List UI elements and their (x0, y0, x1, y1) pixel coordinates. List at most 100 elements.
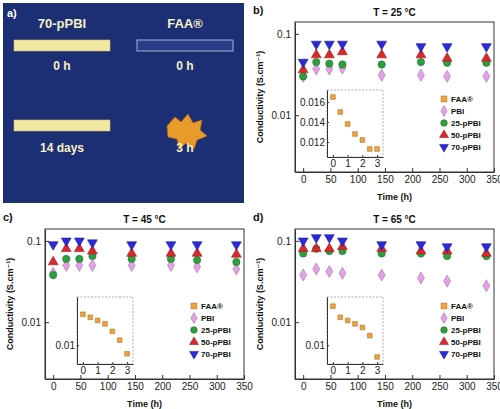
tick-label: 1 (95, 365, 101, 376)
legend-marker (441, 327, 448, 334)
data-point (375, 355, 380, 360)
data-point (74, 238, 84, 247)
tick-label: 0.012 (300, 137, 325, 148)
axis-line (327, 298, 328, 365)
axis-line (77, 298, 78, 365)
tick-label: 3 (375, 158, 381, 169)
inset: 01230.0120.0140.016 (300, 90, 384, 169)
inset-frame (327, 297, 383, 364)
tick: 200 (404, 168, 421, 185)
data-point (76, 255, 83, 262)
tick: 100 (350, 375, 367, 392)
tick-label: 0.01 (272, 110, 292, 121)
tick: 2 (360, 155, 366, 169)
photo-background (3, 3, 244, 203)
tick-mark (348, 362, 349, 364)
tick-mark (189, 375, 190, 379)
tick-label: 350 (236, 381, 253, 392)
tick: 0.1 (27, 236, 49, 247)
tick: 0 (51, 375, 57, 392)
data-point (103, 322, 108, 327)
legend-marker (441, 303, 447, 309)
data-point (81, 312, 86, 317)
tick-label: 0.01 (306, 340, 326, 351)
data-point (50, 271, 57, 278)
tick-mark (333, 362, 334, 364)
tick-label: 3 (375, 365, 381, 376)
inset-marks (81, 312, 130, 356)
inset-marks (331, 95, 380, 152)
x-axis: 0123 (328, 155, 384, 169)
data-point (339, 267, 346, 279)
tick-mark (467, 168, 468, 172)
x-axis: 0123 (78, 362, 134, 376)
data-point (367, 147, 372, 152)
data-point (331, 95, 336, 100)
tick: 300 (459, 375, 476, 392)
tick-label: 150 (127, 381, 144, 392)
time-label: 0 h (53, 59, 70, 73)
data-point (345, 318, 350, 323)
tick: 0.01 (56, 340, 79, 351)
membrane-strip (137, 40, 233, 51)
tick-label: 250 (432, 174, 449, 185)
series (298, 46, 491, 73)
inset-frame (327, 90, 383, 157)
legend-marker (441, 313, 447, 324)
plot-frame (295, 229, 494, 379)
data-point (378, 61, 385, 68)
tick-label: 0 (331, 365, 337, 376)
tick: 0.1 (277, 29, 299, 40)
data-point (353, 132, 358, 137)
y-axis: 0.01 (306, 298, 329, 365)
data-point (377, 242, 387, 251)
data-point (311, 243, 321, 252)
tick: 250 (432, 375, 449, 392)
axis-line (296, 172, 495, 173)
data-point (481, 53, 491, 62)
tick: 0 (301, 168, 307, 185)
legend: FAA®PBI25-pPBI50-pPBI70-pPBI (440, 95, 481, 152)
data-point (193, 256, 200, 263)
tick: 300 (209, 375, 226, 392)
membrane-strip (14, 120, 110, 131)
data-point (417, 58, 424, 65)
data-point (324, 49, 334, 58)
series (81, 312, 130, 356)
data-point (378, 69, 385, 81)
tick-label: 50 (325, 381, 337, 392)
tick: 100 (350, 168, 367, 185)
tick-label: 0.1 (277, 29, 291, 40)
tick: 1 (95, 362, 101, 376)
x-axis: 0123 (328, 362, 384, 376)
tick: 0.016 (300, 97, 329, 108)
data-point (338, 315, 343, 320)
y-axis: 0.010.1 (22, 230, 49, 380)
tick-mark (127, 362, 128, 364)
data-point (481, 44, 491, 53)
chart-panel: 0501001502002503003500.010.101230.01c)T … (3, 211, 253, 409)
tick: 0 (81, 362, 87, 376)
data-point (300, 73, 307, 80)
data-point (117, 338, 122, 343)
tick-label: 0 (331, 158, 337, 169)
tick-label: 100 (350, 174, 367, 185)
data-point (300, 269, 307, 281)
sample-name: 70-pPBI (38, 16, 86, 31)
data-point (192, 242, 202, 251)
tick-mark (303, 375, 304, 379)
tick-label: 100 (350, 381, 367, 392)
y-axis: 0.01 0.1 (272, 23, 299, 173)
tick: 200 (404, 375, 421, 392)
data-point (360, 138, 365, 143)
legend-marker (440, 351, 449, 359)
tick-label: 1 (345, 365, 351, 376)
data-point (88, 240, 98, 249)
tick-mark (98, 362, 99, 364)
data-point (233, 258, 240, 265)
tick-mark (244, 375, 245, 379)
data-point (444, 275, 451, 287)
x-axis-title: Time (h) (377, 399, 412, 409)
tick: 50 (325, 168, 337, 185)
data-point (416, 242, 426, 251)
